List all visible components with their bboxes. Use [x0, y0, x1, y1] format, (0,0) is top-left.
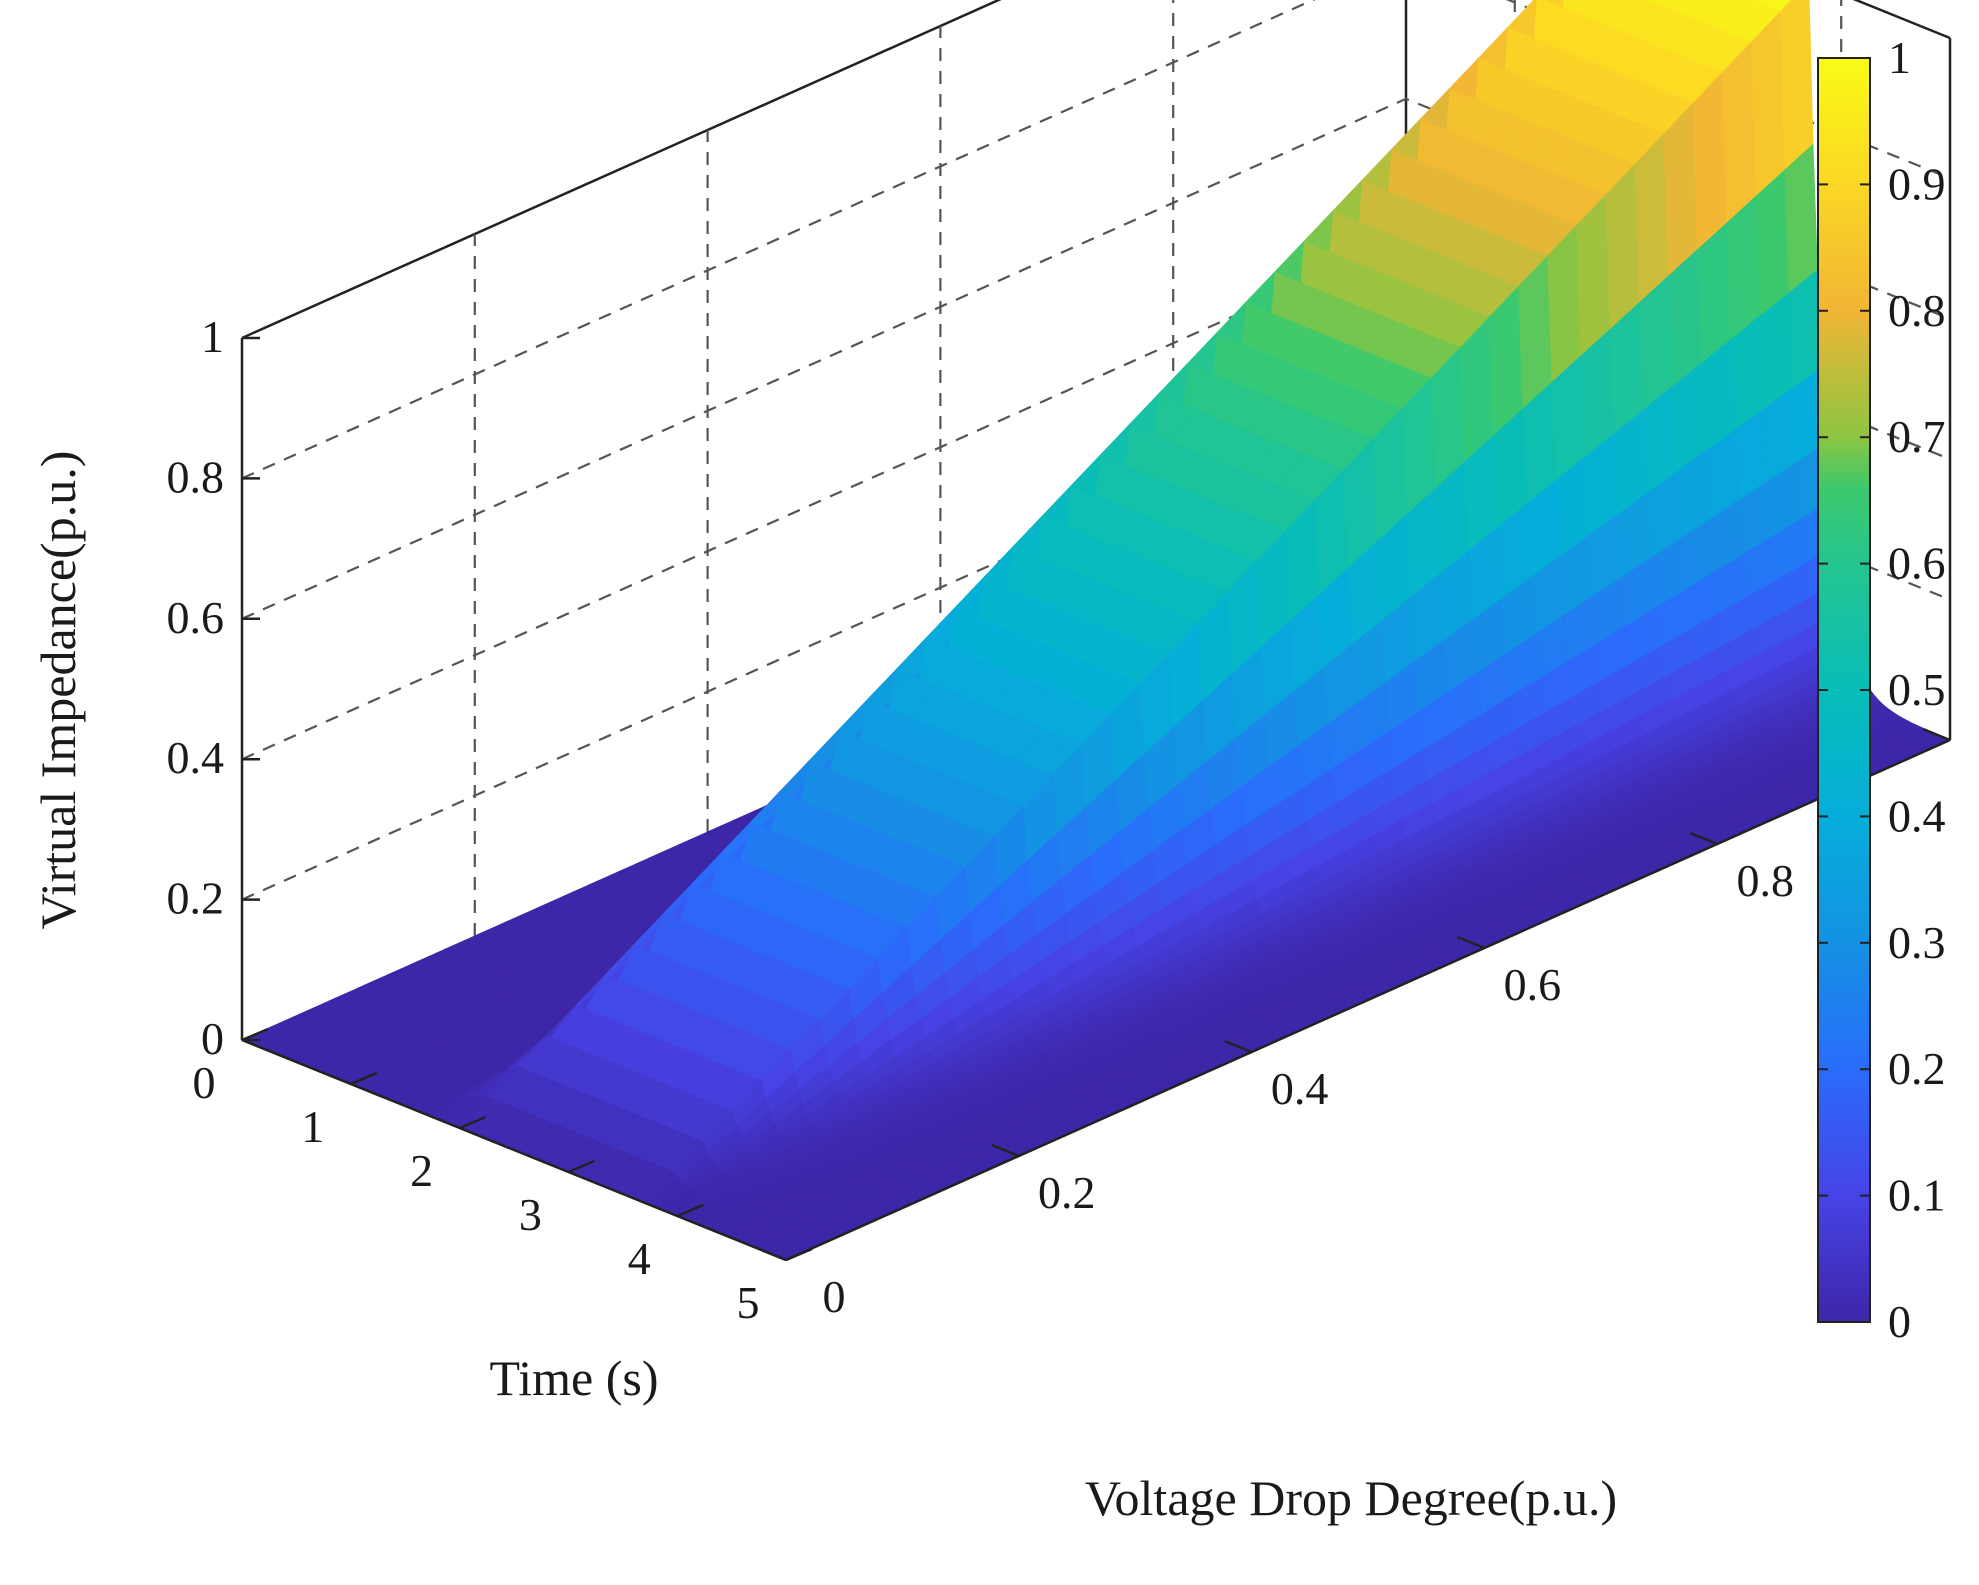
colorbar-tick-label: 0	[1888, 1296, 1911, 1347]
colorbar-ticks: 0 0.1 0.2 0.3 0.4 0.5 0.6 0.7 0.8 0.9 1	[1818, 32, 1946, 1347]
impedance-axis-title: Virtual Impedance(p.u.)	[30, 451, 86, 930]
time-tick-label: 3	[519, 1189, 542, 1240]
colorbar-tick-label: 0.2	[1888, 1043, 1946, 1094]
surface-facet	[1778, 0, 1814, 171]
impedance-axis-ticks: 0 0.2 0.4 0.6 0.8 1	[167, 311, 260, 1064]
surface-facet	[1749, 10, 1785, 198]
colorbar-tick-label: 0.9	[1888, 158, 1946, 209]
voltage-drop-axis-line	[785, 738, 1951, 1262]
colorbar-tick-label: 0.4	[1888, 790, 1946, 841]
voltage-drop-tick-label: 0.2	[1038, 1167, 1096, 1218]
impedance-tick-label: 0.8	[167, 451, 225, 502]
time-tick-label: 5	[737, 1277, 760, 1328]
voltage-drop-axis-ticks: 00.20.40.60.81	[758, 727, 1951, 1322]
voltage-drop-tick-mark	[758, 1247, 787, 1262]
colorbar-tick-label: 0.3	[1888, 917, 1946, 968]
time-tick-label: 2	[410, 1145, 433, 1196]
colorbar: 0 0.1 0.2 0.3 0.4 0.5 0.6 0.7 0.8 0.9 1	[1817, 32, 1946, 1347]
time-tick-mark	[459, 1115, 487, 1130]
colorbar-tick-label: 0.1	[1888, 1170, 1946, 1221]
colorbar-tick-label: 1	[1888, 32, 1911, 83]
time-axis-line	[241, 1038, 787, 1262]
time-tick-mark	[350, 1071, 378, 1086]
axes-front-edges	[240, 38, 1952, 1262]
colorbar-tick-label: 0.8	[1888, 285, 1946, 336]
time-tick-label: 0	[193, 1057, 216, 1108]
colorbar-tick-label: 0.5	[1888, 664, 1946, 715]
surface-facet	[1691, 71, 1727, 251]
impedance-tick-label: 0.4	[167, 732, 225, 783]
voltage-drop-tick-mark	[1224, 1039, 1253, 1054]
surface-mesh	[240, 0, 1952, 1261]
voltage-drop-tick-mark	[991, 1143, 1020, 1158]
time-tick-label: 1	[301, 1101, 324, 1152]
time-tick-label: 4	[628, 1233, 651, 1284]
time-axis-ticks: 0 1 2 3 4 5	[193, 1027, 813, 1328]
voltage-drop-tick-label: 0.6	[1504, 959, 1562, 1010]
voltage-drop-tick-label: 0.4	[1271, 1063, 1329, 1114]
surface-facet	[1720, 40, 1756, 225]
voltage-drop-tick-mark	[1456, 935, 1485, 950]
time-tick-mark	[676, 1203, 704, 1218]
voltage-drop-tick-mark	[1689, 831, 1718, 846]
impedance-tick-label: 0.6	[167, 592, 225, 643]
colorbar-tick-label: 0.7	[1888, 411, 1946, 462]
voltage-drop-axis-title: Voltage Drop Degree(p.u.)	[1085, 1470, 1617, 1526]
impedance-tick-label: 0	[201, 1013, 224, 1064]
time-axis-title: Time (s)	[489, 1350, 658, 1406]
box-edge-top-back	[241, 0, 1951, 340]
time-tick-mark	[241, 1027, 269, 1042]
time-tick-mark	[567, 1159, 595, 1174]
colorbar-tick-label: 0.6	[1888, 538, 1946, 589]
time-tick-mark	[785, 1247, 813, 1262]
voltage-drop-tick-mark	[1922, 727, 1951, 742]
voltage-drop-tick-label: 0.8	[1736, 855, 1794, 906]
impedance-tick-label: 1	[201, 311, 224, 362]
impedance-tick-label: 0.2	[167, 873, 225, 924]
voltage-drop-tick-label: 0	[823, 1271, 846, 1322]
